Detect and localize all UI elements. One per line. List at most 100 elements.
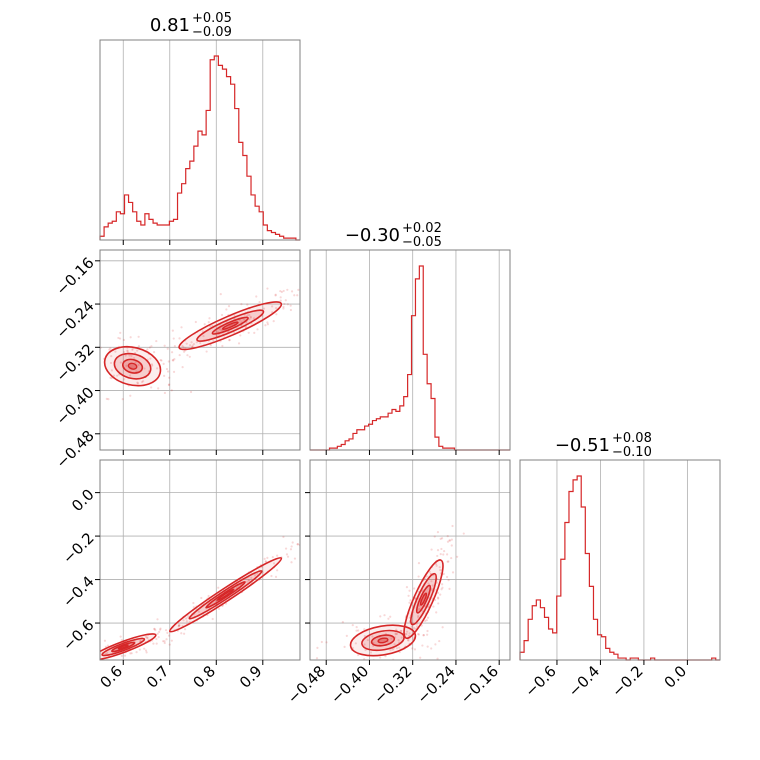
- sample-point: [96, 652, 98, 654]
- sample-point: [433, 535, 436, 538]
- sample-point: [133, 357, 136, 360]
- sample-point: [438, 566, 441, 569]
- sample-point: [255, 295, 258, 298]
- y-tick-label: −0.32: [52, 340, 97, 385]
- sample-point: [417, 633, 421, 636]
- sample-point: [430, 580, 433, 583]
- histogram-param-1: [99, 39, 301, 245]
- x-tick-label: −0.6: [521, 662, 559, 700]
- density-contour: [370, 634, 396, 647]
- density-contour: [419, 592, 428, 606]
- y-tick-label: −0.6: [59, 616, 97, 654]
- sample-point: [119, 635, 122, 638]
- sample-point: [352, 269, 354, 271]
- sample-point: [446, 553, 449, 556]
- sample-point: [95, 378, 97, 380]
- sample-point: [440, 547, 443, 551]
- sample-point: [380, 672, 382, 674]
- sample-point: [158, 630, 161, 633]
- sample-point: [274, 293, 277, 296]
- sample-point: [105, 397, 108, 400]
- sample-point: [100, 661, 102, 663]
- sample-point: [144, 635, 147, 638]
- sample-point: [316, 531, 318, 533]
- sample-point: [122, 350, 126, 354]
- sample-point: [168, 376, 171, 379]
- sample-point: [435, 611, 438, 614]
- sample-point: [271, 555, 274, 559]
- x-tick-label: −0.2: [608, 662, 646, 700]
- histogram-step-line: [310, 265, 510, 451]
- sample-point: [181, 366, 184, 369]
- sample-point: [407, 639, 410, 642]
- density-contour: [127, 362, 138, 370]
- sample-point: [228, 339, 231, 342]
- sample-point: [275, 313, 278, 316]
- sample-point: [209, 344, 212, 347]
- x-tick-label: −0.48: [284, 662, 329, 707]
- sample-point: [199, 341, 202, 345]
- sample-point: [163, 641, 166, 645]
- sample-point: [136, 349, 139, 352]
- sample-point: [170, 389, 173, 392]
- sample-point: [272, 562, 276, 565]
- sample-point: [462, 532, 465, 535]
- sample-point: [264, 560, 267, 563]
- density-contour: [168, 557, 283, 633]
- sample-point: [211, 617, 214, 621]
- sample-point: [249, 316, 252, 319]
- sample-point: [203, 323, 206, 326]
- sample-point: [303, 549, 305, 551]
- sample-point: [227, 304, 231, 308]
- sample-point: [140, 380, 144, 384]
- sample-point: [357, 653, 360, 657]
- sample-point: [252, 317, 256, 320]
- sample-point: [417, 561, 421, 565]
- sample-point: [247, 331, 250, 334]
- sample-point: [418, 604, 421, 607]
- sample-point: [286, 303, 289, 306]
- sample-point: [296, 543, 300, 546]
- sample-point: [247, 579, 251, 582]
- sample-point: [442, 553, 445, 556]
- sample-point: [393, 643, 396, 646]
- sample-point: [129, 336, 132, 339]
- sample-point: [159, 627, 162, 630]
- sample-point: [202, 334, 205, 338]
- sample-point: [422, 634, 425, 637]
- sample-point: [89, 363, 91, 365]
- sample-point: [447, 579, 450, 582]
- sample-point: [289, 304, 292, 307]
- density-contour: [403, 559, 444, 640]
- sample-point: [428, 570, 431, 573]
- sample-point: [407, 634, 411, 637]
- sample-point: [163, 344, 166, 347]
- sample-point: [177, 624, 181, 627]
- sample-point: [246, 580, 249, 583]
- sample-point: [405, 632, 408, 636]
- density-contour: [377, 637, 389, 644]
- sample-point: [255, 572, 259, 575]
- sample-point: [285, 553, 289, 556]
- sample-point: [201, 330, 204, 333]
- x-tick-label: 0.8: [190, 662, 220, 692]
- sample-point: [318, 529, 320, 531]
- x-tick-label: −0.16: [457, 662, 502, 707]
- x-tick-label: −0.40: [327, 662, 372, 707]
- sample-point: [450, 538, 453, 541]
- sample-point: [409, 599, 412, 602]
- sample-point: [436, 657, 439, 660]
- sample-point: [109, 347, 112, 350]
- sample-point: [379, 615, 382, 618]
- sample-point: [391, 648, 394, 651]
- sample-point: [407, 594, 410, 597]
- param-title-minus: −0.10: [612, 445, 652, 460]
- sample-point: [151, 364, 154, 367]
- sample-point: [89, 663, 91, 665]
- sample-point: [296, 294, 299, 297]
- sample-point: [315, 657, 319, 660]
- sample-point: [290, 290, 294, 293]
- sample-point: [172, 337, 175, 340]
- sample-point: [134, 361, 137, 364]
